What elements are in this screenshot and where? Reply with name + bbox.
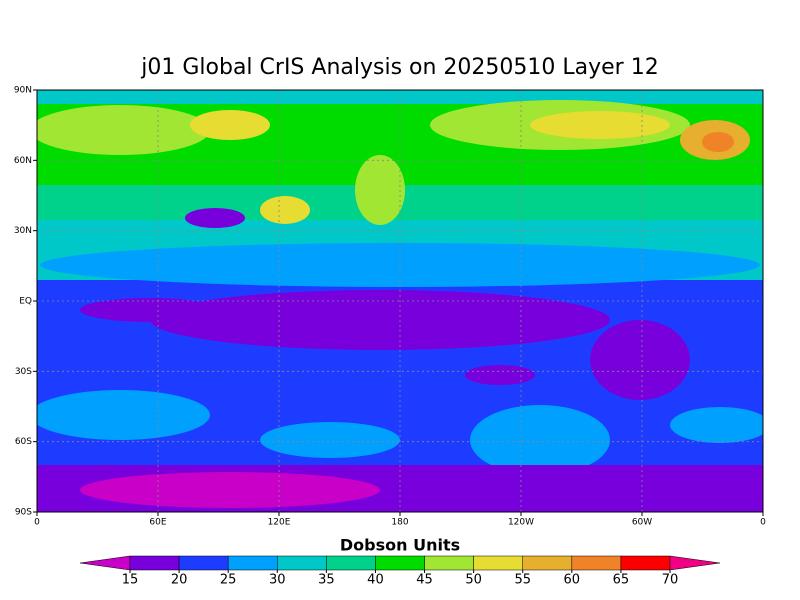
colorbar-box <box>129 555 180 571</box>
colorbar-box <box>473 555 523 571</box>
field-contour <box>37 105 210 155</box>
field-contour <box>150 290 610 350</box>
field-contour <box>465 365 535 385</box>
map-frame <box>36 89 764 513</box>
colorbar-box <box>424 555 474 571</box>
lat-label: 30N <box>14 226 32 236</box>
colorbar-tick-label: 35 <box>318 573 335 588</box>
colorbar-tick-label: 70 <box>662 573 679 588</box>
lat-label: 30S <box>15 367 32 377</box>
field-contour <box>530 111 670 139</box>
colorbar-box <box>375 555 425 571</box>
field-contour <box>80 298 220 322</box>
field-contour <box>37 390 210 440</box>
lon-label: 120W <box>508 518 534 528</box>
colorbar-tick-label: 50 <box>465 573 482 588</box>
lon-label: 60W <box>632 518 652 528</box>
field-contour <box>355 155 405 225</box>
field-contour <box>260 196 310 224</box>
lat-label: 60S <box>15 437 32 447</box>
title: j01 Global CrIS Analysis on 20250510 Lay… <box>140 55 658 80</box>
field-contour <box>260 422 400 458</box>
lat-label: 90N <box>14 86 32 96</box>
lon-label: 180 <box>391 518 408 528</box>
colorbar-tick-label: 25 <box>220 573 237 588</box>
colorbar-tick-label: 55 <box>514 573 531 588</box>
colorbar-box <box>178 555 229 571</box>
colorbar-box <box>522 555 573 571</box>
colorbar-tick-label: 60 <box>564 573 581 588</box>
colorbar-arrow <box>669 555 721 571</box>
colorbar: 15 20 25 30 35 40 45 50 55 60 65 70 <box>79 555 721 588</box>
lon-label: 120E <box>268 518 291 528</box>
lat-label: 60N <box>14 156 32 166</box>
colorbar-arrow <box>79 555 131 571</box>
colorbar-label: Dobson Units <box>340 536 460 555</box>
lon-label: 0 <box>760 518 766 528</box>
field-contour <box>185 208 245 228</box>
colorbar-tick-label: 45 <box>416 573 433 588</box>
colorbar-tick-label: 15 <box>122 573 139 588</box>
lat-label: EQ <box>19 297 32 307</box>
field-contour <box>190 110 270 140</box>
lon-label: 60E <box>149 518 166 528</box>
lat-label: 90S <box>15 508 32 518</box>
field-contour <box>470 405 610 475</box>
colorbar-box <box>277 555 327 571</box>
colorbar-box <box>571 555 622 571</box>
field-contour <box>670 407 763 443</box>
colorbar-tick-label: 30 <box>269 573 286 588</box>
field-contour <box>590 320 690 400</box>
colorbar-tick-label: 40 <box>367 573 384 588</box>
field-contour <box>702 132 734 152</box>
colorbar-box <box>227 555 278 571</box>
colorbar-tick-label: 65 <box>613 573 630 588</box>
colorbar-tick-label: 20 <box>171 573 188 588</box>
field-contour <box>80 472 380 508</box>
lon-label: 0 <box>34 518 40 528</box>
colorbar-box <box>620 555 671 571</box>
colorbar-box <box>326 555 376 571</box>
